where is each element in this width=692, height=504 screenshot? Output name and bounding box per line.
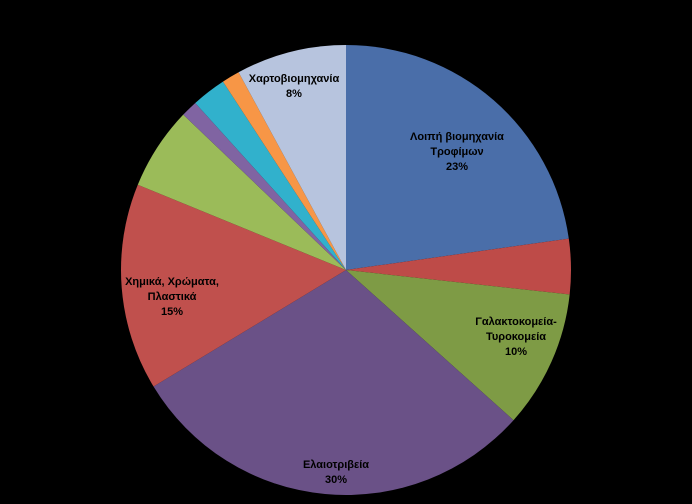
- pie-slice-3: [153, 270, 514, 496]
- pie-label-line: Χημικά, Χρώματα,: [125, 276, 219, 288]
- pie-slices: [120, 44, 572, 496]
- pie-label-4: Χημικά, Χρώματα, Πλαστικά 15%: [125, 276, 219, 318]
- pie-slice-1: [346, 238, 572, 295]
- pie-slice-0: [346, 45, 569, 270]
- pie-label-2: Γαλακτοκομεία- Τυροκομεία 10%: [475, 316, 557, 358]
- pie-slice-7: [195, 81, 346, 271]
- pie-label-line: Τυροκομεία: [486, 331, 546, 343]
- pie-label-line: 23%: [446, 161, 468, 173]
- pie-label-line: Πλαστικά: [148, 291, 197, 303]
- pie-slice-4: [120, 184, 346, 387]
- pie-slice-9: [238, 44, 346, 270]
- pie-label-line: Χαρτοβιομηχανία: [249, 73, 340, 85]
- pie-label-line: 15%: [161, 306, 183, 318]
- pie-label-line: Λοιπή βιομηχανία: [410, 131, 504, 143]
- pie-label-line: 8%: [286, 88, 302, 100]
- pie-label-line: Ελαιοτριβεία: [303, 459, 369, 471]
- pie-slice-6: [183, 102, 346, 270]
- pie-label-0: Λοιπή βιομηχανία Τροφίμων 23%: [410, 131, 504, 173]
- pie-slice-5: [137, 114, 346, 270]
- pie-label-line: 30%: [325, 474, 347, 486]
- pie-label-line: Τροφίμων: [430, 146, 483, 158]
- pie-label-3: Ελαιοτριβεία 30%: [303, 459, 369, 486]
- pie-label-9: Χαρτοβιομηχανία 8%: [249, 73, 340, 100]
- pie-labels: Λοιπή βιομηχανία Τροφίμων 23% Γαλακτοκομεία…: [125, 73, 557, 486]
- pie-label-line: 10%: [505, 346, 527, 358]
- pie-slice-8: [222, 72, 346, 270]
- pie-slice-2: [346, 270, 570, 421]
- pie-label-line: Γαλακτοκομεία-: [475, 316, 557, 328]
